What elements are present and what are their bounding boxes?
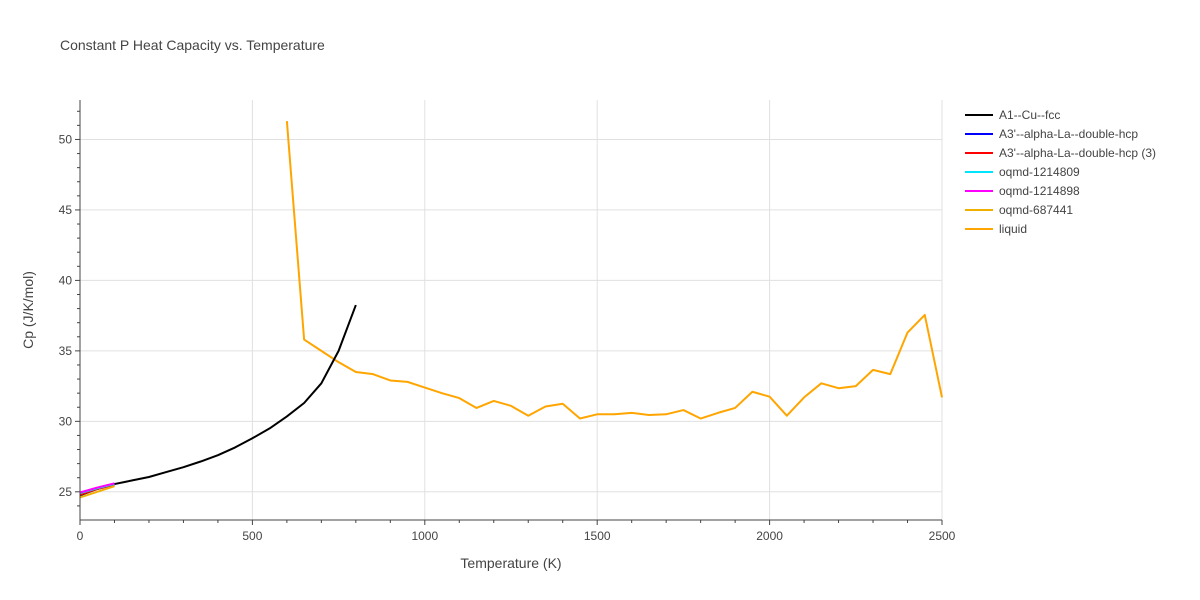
axes: 0 500 1000 1500 2000 2500 25 30 35 40 45 50: [59, 100, 956, 543]
plot-area: [79, 121, 943, 499]
legend-item[interactable]: oqmd-687441: [965, 203, 1073, 217]
series-line-oqmd-687441: [79, 485, 115, 499]
legend-label: liquid: [999, 222, 1027, 236]
y-tick-label: 45: [59, 203, 73, 217]
x-axis-title: Temperature (K): [460, 555, 561, 571]
y-axis-title: Cp (J/K/mol): [20, 271, 36, 349]
legend-label: A3'--alpha-La--double-hcp (3): [999, 146, 1156, 160]
y-tick-label: 50: [59, 132, 73, 146]
gridlines: [80, 100, 943, 520]
x-tick-label: 500: [242, 529, 262, 543]
x-tick-label: 1500: [584, 529, 611, 543]
legend-label: A1--Cu--fcc: [999, 108, 1060, 122]
legend-label: oqmd-1214809: [999, 165, 1080, 179]
legend-item[interactable]: A3'--alpha-La--double-hcp: [965, 127, 1138, 141]
legend-label: oqmd-687441: [999, 203, 1073, 217]
y-tick-label: 40: [59, 273, 73, 287]
y-tick-label: 25: [59, 485, 73, 499]
legend-item[interactable]: oqmd-1214809: [965, 165, 1080, 179]
legend-item[interactable]: A1--Cu--fcc: [965, 108, 1060, 122]
legend-item[interactable]: oqmd-1214898: [965, 184, 1080, 198]
series-line-oqmd-1214898: [79, 482, 115, 494]
series-line-liquid: [285, 121, 943, 420]
y-tick-label: 35: [59, 344, 73, 358]
x-tick-label: 2500: [929, 529, 956, 543]
chart-title: Constant P Heat Capacity vs. Temperature: [60, 37, 325, 53]
legend-item[interactable]: liquid: [965, 222, 1027, 236]
legend-item[interactable]: A3'--alpha-La--double-hcp (3): [965, 146, 1156, 160]
series-line-a1-cu-fcc: [79, 304, 357, 497]
legend-label: A3'--alpha-La--double-hcp: [999, 127, 1138, 141]
y-tick-label: 30: [59, 414, 73, 428]
legend-label: oqmd-1214898: [999, 184, 1080, 198]
legend[interactable]: A1--Cu--fcc A3'--alpha-La--double-hcp A3'-…: [965, 108, 1156, 236]
x-tick-label: 1000: [411, 529, 438, 543]
x-tick-label: 0: [77, 529, 84, 543]
x-tick-label: 2000: [756, 529, 783, 543]
